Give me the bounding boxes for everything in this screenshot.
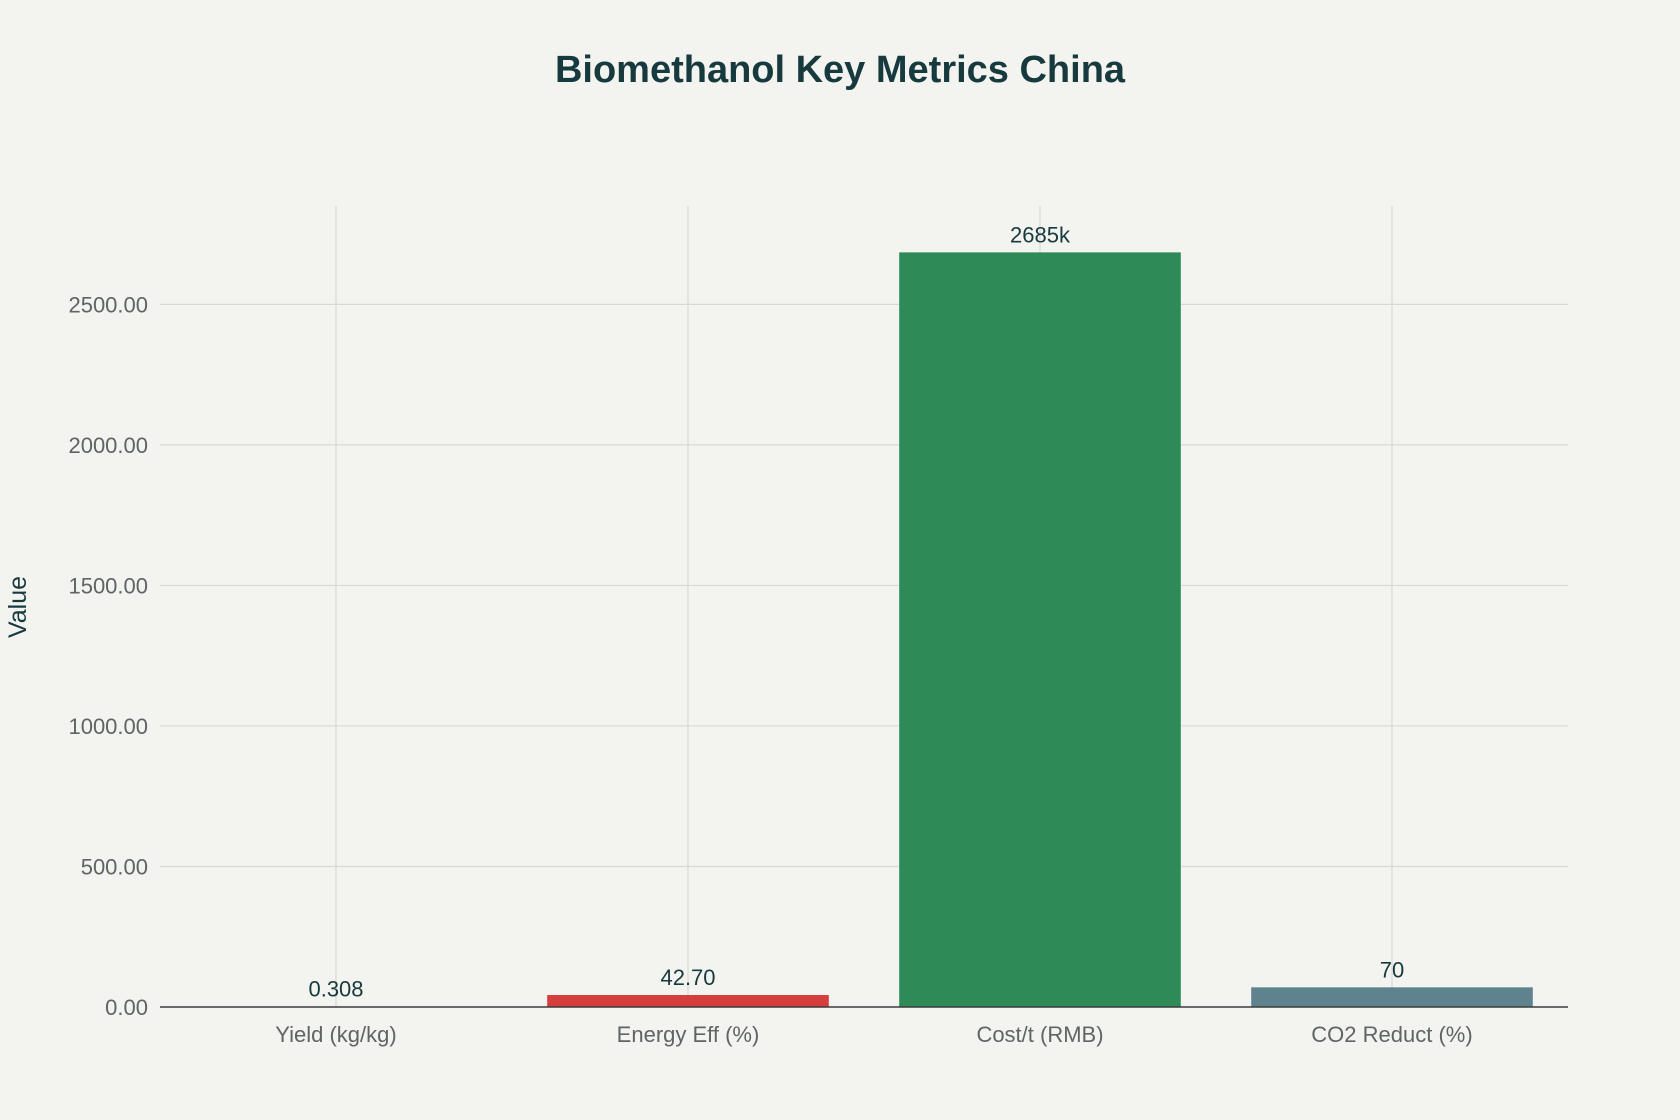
bar-data-label: 0.308 xyxy=(308,977,363,1002)
y-tick-label: 1500.00 xyxy=(68,573,148,598)
x-tick-label: Energy Eff (%) xyxy=(617,1022,760,1047)
bar-4 xyxy=(1251,987,1533,1007)
chart-title: Biomethanol Key Metrics China xyxy=(555,49,1126,91)
x-tick-label: CO2 Reduct (%) xyxy=(1311,1022,1472,1047)
y-tick-label: 2500.00 xyxy=(68,292,148,317)
labels-layer: 0.00 500.00 1000.00 1500.00 2000.00 2500.00 0.… xyxy=(68,222,1472,1047)
x-tick-label: Yield (kg/kg) xyxy=(275,1022,396,1047)
y-axis-label: Value xyxy=(4,576,32,638)
grid-layer xyxy=(160,206,1568,1007)
y-tick-label: 2000.00 xyxy=(68,433,148,458)
bar-data-label: 70 xyxy=(1380,957,1404,982)
bar-data-label: 42.70 xyxy=(660,965,715,990)
y-tick-label: 1000.00 xyxy=(68,714,148,739)
y-tick-label: 0.00 xyxy=(105,995,148,1020)
bar-3 xyxy=(899,252,1181,1008)
bar-2 xyxy=(547,994,829,1007)
x-tick-label: Cost/t (RMB) xyxy=(976,1022,1103,1047)
bars-layer xyxy=(195,252,1533,1008)
bar-data-label: 2685k xyxy=(1010,222,1071,247)
y-tick-label: 500.00 xyxy=(81,854,148,879)
